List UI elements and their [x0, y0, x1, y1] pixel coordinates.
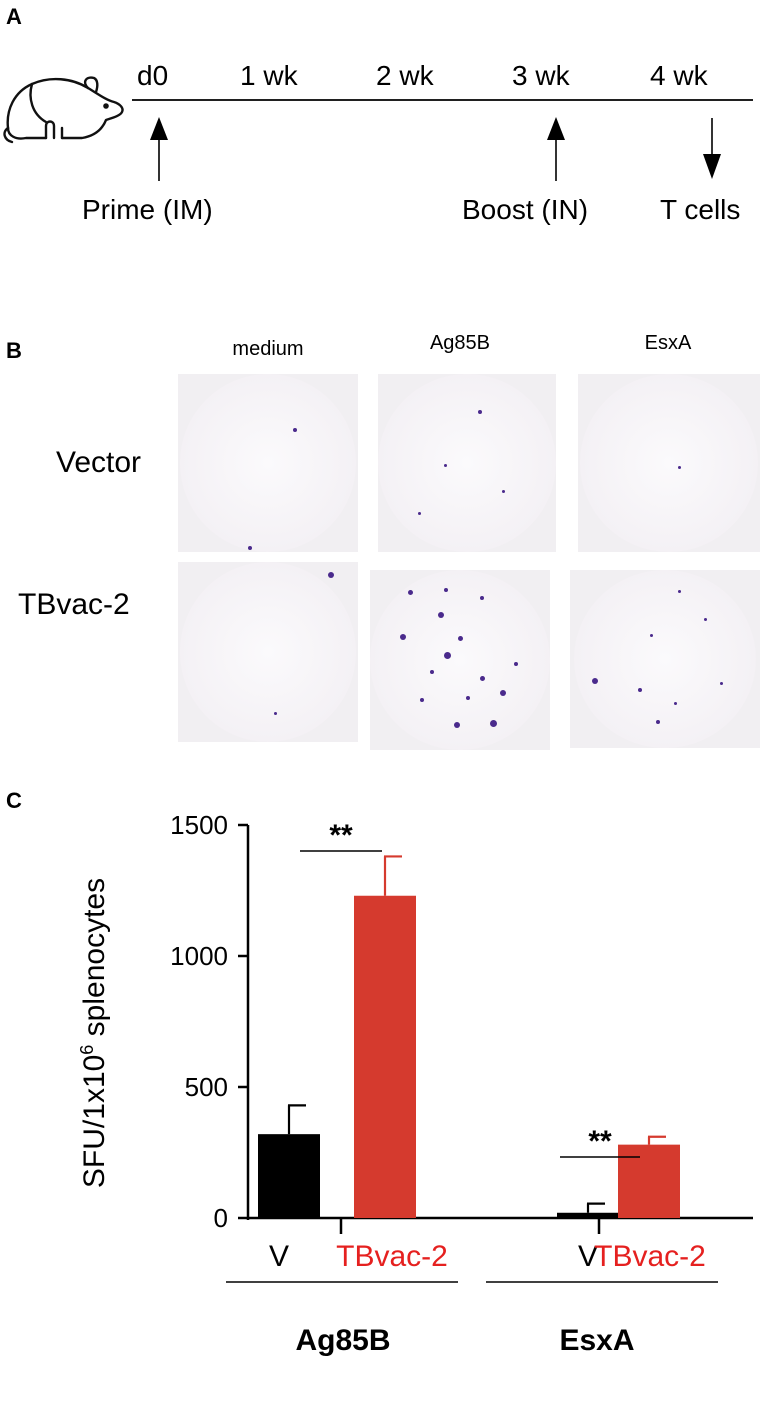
- col-medium: medium: [232, 338, 304, 360]
- col-ag85b: Ag85B: [429, 332, 491, 354]
- y-tick-label: 0: [214, 1203, 228, 1233]
- group-name-esxa: EsxA: [559, 1324, 634, 1357]
- event-boost: Boost (IN): [462, 194, 589, 225]
- panel-a-letter: A: [6, 4, 22, 29]
- bar-esxa-v: [557, 1212, 619, 1218]
- panel-c-letter: C: [6, 788, 22, 813]
- y-tick-label: 1500: [170, 810, 228, 840]
- y-tick-label: 1000: [170, 941, 228, 971]
- tick-d0: d0: [137, 60, 169, 91]
- row-vector: Vector: [56, 446, 142, 479]
- bar-label-tbvac2: TBvac-2: [594, 1240, 706, 1273]
- bar-label-tbvac2: TBvac-2: [336, 1240, 448, 1273]
- mouse-icon: [3, 76, 124, 144]
- well-vector-medium: [178, 374, 358, 552]
- bar-esxa-tbvac2: [618, 1144, 680, 1218]
- y-axis-label: SFU/1x106 splenocytes: [77, 878, 111, 1188]
- tick-4wk: 4 wk: [650, 60, 708, 91]
- panel-b-letter: B: [6, 338, 22, 363]
- group-name-ag85b: Ag85B: [295, 1324, 390, 1357]
- well-tbvac2-medium: [178, 562, 358, 742]
- well-vector-esxa: [578, 374, 760, 552]
- well-vector-ag85b: [378, 374, 556, 552]
- event-tcells: T cells: [660, 194, 741, 225]
- timeline-axis: [132, 99, 753, 181]
- significance-marker: **: [588, 1125, 612, 1158]
- well-tbvac2-ag85b: [370, 570, 550, 750]
- event-prime: Prime (IM): [82, 194, 213, 225]
- bar-label-v: V: [269, 1240, 289, 1273]
- y-tick-label: 500: [185, 1072, 228, 1102]
- col-esxa: EsxA: [644, 332, 692, 354]
- bar-ag85b-tbvac2: [354, 895, 416, 1218]
- tick-1wk: 1 wk: [240, 60, 298, 91]
- row-tbvac2: TBvac-2: [18, 588, 130, 621]
- tick-2wk: 2 wk: [376, 60, 434, 91]
- tick-3wk: 3 wk: [512, 60, 570, 91]
- bar-ag85b-v: [258, 1134, 320, 1218]
- bar-label-v: V: [578, 1240, 598, 1273]
- well-tbvac2-esxa: [570, 570, 760, 748]
- significance-marker: **: [329, 819, 353, 852]
